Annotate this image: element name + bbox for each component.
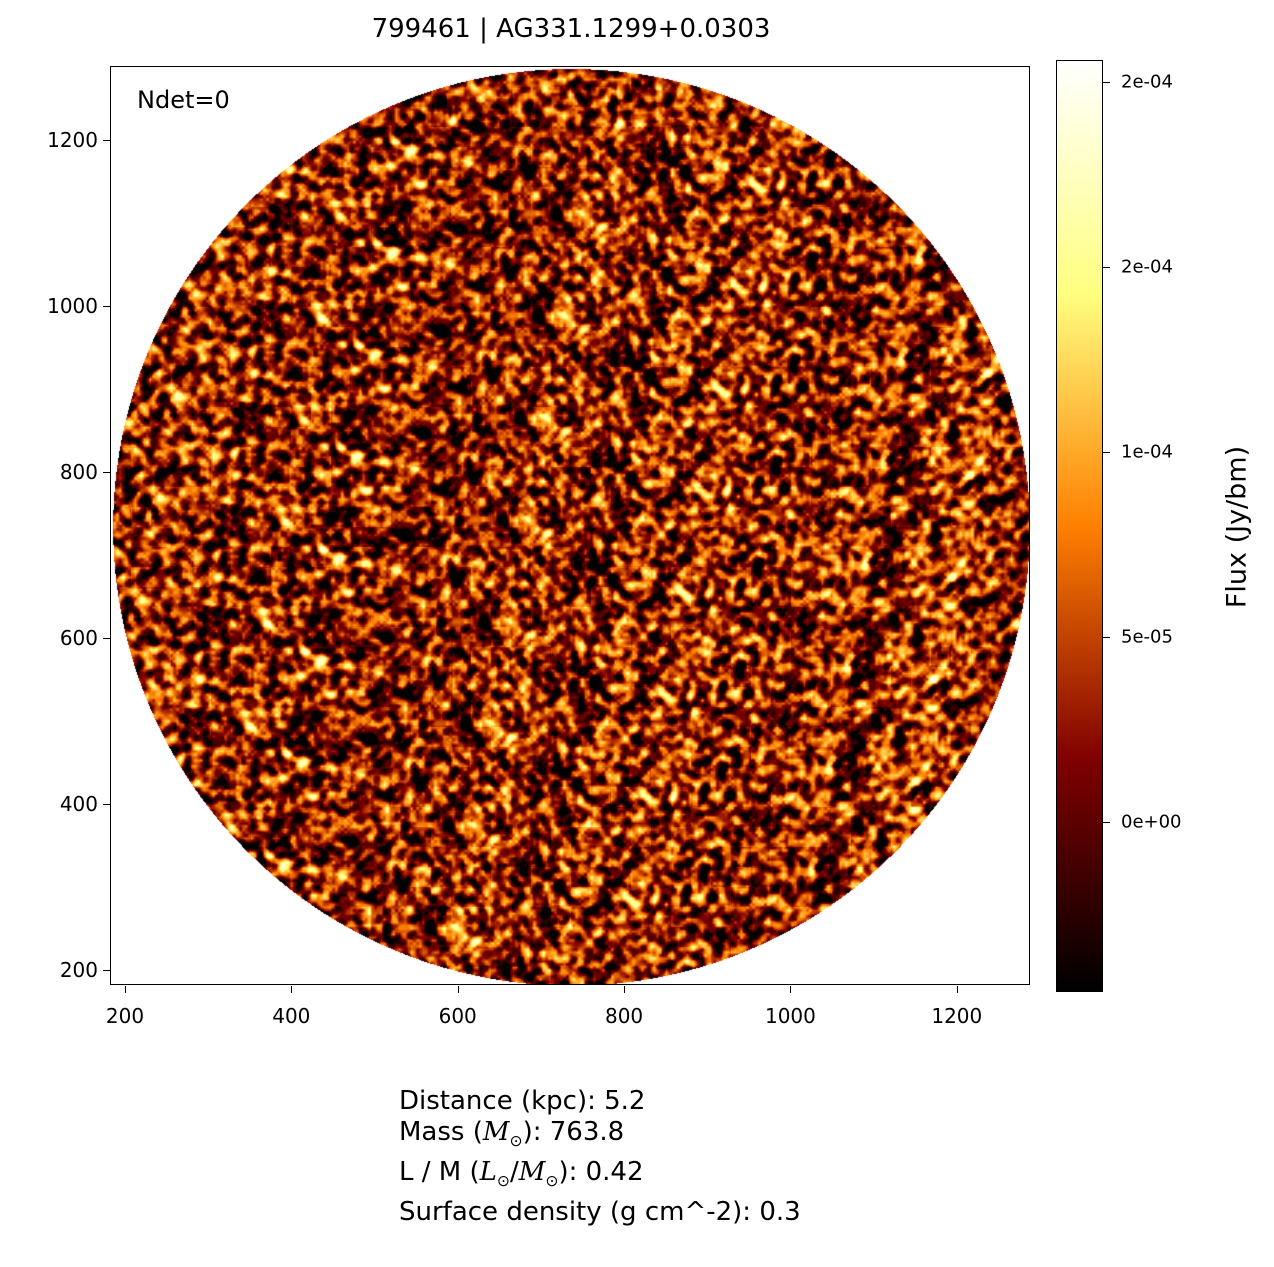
x-tick-label: 1200 (931, 1004, 983, 1028)
y-tick (103, 637, 110, 639)
y-tick (103, 804, 110, 806)
y-tick-label: 600 (59, 625, 98, 650)
colorbar-tick-label: 2e-04 (1121, 71, 1173, 93)
chart-title: 799461 | AG331.1299+0.0303 (371, 14, 771, 44)
colorbar-tick-label: 2e-04 (1121, 256, 1173, 278)
x-tick (124, 986, 126, 993)
colorbar-tick (1103, 636, 1110, 638)
colorbar-tick-label: 0e+00 (1121, 811, 1182, 833)
image-axes (110, 66, 1030, 985)
x-tick (457, 986, 459, 993)
mass-text: Mass (M⊙): 763.8 (399, 1117, 625, 1151)
y-tick-label: 1000 (47, 293, 98, 318)
y-tick-label: 800 (59, 459, 98, 484)
x-tick-label: 600 (438, 1004, 477, 1028)
flux-map-image (111, 67, 1029, 984)
lm-text: L / M (L⊙/M⊙): 0.42 (399, 1157, 644, 1191)
y-tick (103, 970, 110, 972)
colorbar-tick-label: 1e-04 (1121, 441, 1173, 463)
ndet-annotation: Ndet=0 (137, 86, 230, 114)
y-tick-label: 1200 (47, 127, 98, 152)
y-tick (103, 305, 110, 307)
y-tick (103, 471, 110, 473)
x-tick (624, 986, 626, 993)
x-tick (291, 986, 293, 993)
colorbar-tick-label: 5e-05 (1121, 626, 1173, 648)
surface-density-text: Surface density (g cm^-2): 0.3 (399, 1197, 801, 1228)
y-tick (103, 139, 110, 141)
source-info: Distance (kpc): 5.2 Mass (M⊙): 763.8 L /… (399, 1086, 801, 1228)
colorbar-tick (1103, 821, 1110, 823)
x-tick-label: 1000 (764, 1004, 816, 1028)
y-tick-label: 400 (59, 792, 98, 817)
colorbar-label: Flux (Jy/bm) (1221, 445, 1253, 609)
x-tick (956, 986, 958, 993)
x-tick-label: 200 (105, 1004, 145, 1028)
x-tick-label: 800 (604, 1004, 644, 1028)
y-tick-label: 200 (59, 958, 98, 983)
colorbar (1056, 60, 1103, 992)
x-tick-label: 400 (272, 1004, 311, 1028)
colorbar-tick (1103, 452, 1110, 454)
x-tick (790, 986, 792, 993)
distance-text: Distance (kpc): 5.2 (399, 1086, 646, 1116)
colorbar-tick (1103, 267, 1110, 269)
colorbar-tick (1103, 82, 1110, 84)
